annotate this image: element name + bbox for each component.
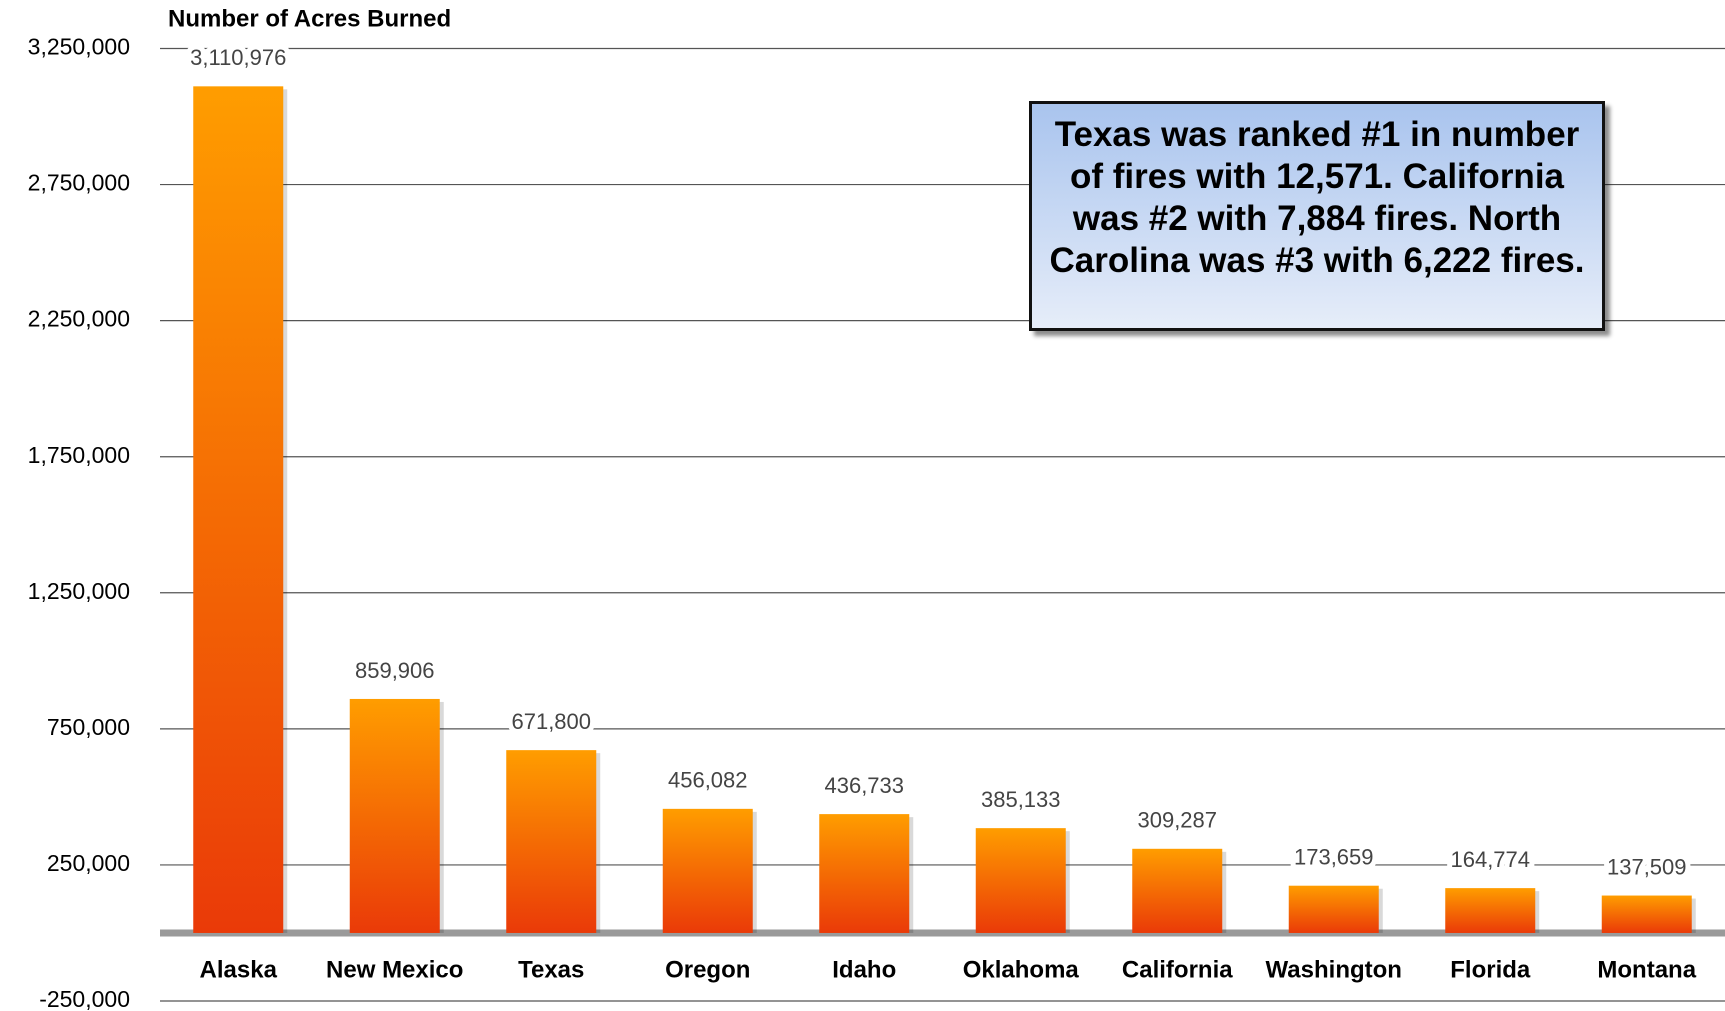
y-tick-label: 250,000: [47, 850, 130, 876]
data-label: 436,733: [824, 773, 904, 798]
y-tick-label: 2,250,000: [28, 306, 130, 332]
bar: [193, 86, 284, 933]
data-label: 671,800: [511, 709, 591, 734]
bar: [506, 750, 597, 933]
bar: [349, 698, 440, 933]
y-tick-label: 1,250,000: [28, 578, 130, 604]
x-tick-label: Alaska: [200, 956, 278, 983]
data-label: 137,509: [1607, 854, 1687, 879]
data-label: 859,906: [355, 658, 435, 683]
x-tick-label: Oklahoma: [963, 956, 1080, 983]
x-tick-label: New Mexico: [326, 956, 463, 983]
data-label: 173,659: [1294, 845, 1374, 870]
x-tick-label: California: [1122, 956, 1233, 983]
data-label: 456,082: [668, 768, 748, 793]
x-tick-label: Florida: [1450, 956, 1531, 983]
y-tick-label: 2,750,000: [28, 170, 130, 196]
data-label: 385,133: [981, 787, 1061, 812]
bar: [1132, 848, 1223, 933]
bar: [975, 828, 1066, 933]
bar: [819, 814, 910, 933]
y-tick-label: 750,000: [47, 714, 130, 740]
data-label: 309,287: [1137, 808, 1217, 833]
x-tick-label: Texas: [518, 956, 584, 983]
y-tick-label: -250,000: [39, 986, 130, 1011]
data-label: 164,774: [1450, 847, 1530, 872]
data-label: 3,110,976: [190, 45, 286, 70]
x-tick-label: Idaho: [832, 956, 896, 983]
x-tick-label: Oregon: [665, 956, 750, 983]
bar: [662, 808, 753, 933]
bar: [1445, 888, 1536, 933]
x-tick-label: Washington: [1266, 956, 1402, 983]
x-tick-label: Montana: [1597, 956, 1696, 983]
annotation: Texas was ranked #1 in number of fires w…: [1029, 101, 1605, 331]
chart-title: Number of Acres Burned: [168, 5, 451, 32]
y-tick-label: 1,750,000: [28, 442, 130, 468]
bar: [1601, 895, 1692, 933]
bar: [1288, 885, 1379, 933]
y-tick-label: 3,250,000: [28, 34, 130, 60]
